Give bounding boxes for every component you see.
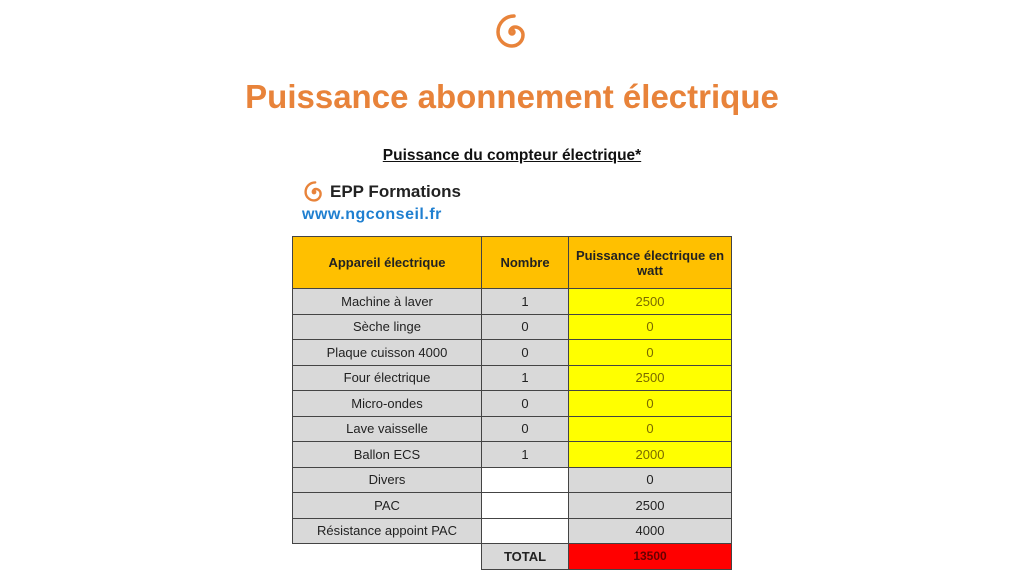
subtitle: Puissance du compteur électrique* [382,147,642,164]
brand-url: www.ngconseil.fr [302,206,442,223]
table-row: Divers 0 [292,466,732,493]
table-row: Four électrique 1 2500 [292,364,732,391]
table-header-row: Appareil électrique Nombre Puissance éle… [292,236,732,289]
cell-appareil: Machine à laver [292,288,482,315]
cell-appareil: Lave vaisselle [292,415,482,442]
cell-appareil: Ballon ECS [292,441,482,468]
total-row: TOTAL 13500 [292,543,732,570]
cell-appareil: Four électrique [292,364,482,391]
table-row: Ballon ECS 1 2000 [292,441,732,468]
cell-appareil: Micro-ondes [292,390,482,417]
header-nombre: Nombre [481,236,569,289]
cell-nombre: 0 [481,390,569,417]
cell-nombre: 1 [481,288,569,315]
total-value: 13500 [568,543,732,570]
cell-puissance: 0 [568,390,732,417]
cell-nombre: 0 [481,313,569,340]
cell-puissance: 2500 [568,288,732,315]
cell-nombre [481,466,569,493]
cell-puissance: 0 [568,415,732,442]
table-row: Résistance appoint PAC 4000 [292,517,732,544]
cell-appareil: Sèche linge [292,313,482,340]
cell-puissance: 2500 [568,364,732,391]
cell-nombre: 0 [481,339,569,366]
cell-puissance: 4000 [568,517,732,544]
header-puissance: Puissance électrique en watt [568,236,732,289]
epp-logo-icon [304,181,322,202]
table-row: Lave vaisselle 0 0 [292,415,732,442]
total-label: TOTAL [481,543,569,570]
cell-puissance: 0 [568,466,732,493]
cell-nombre [481,492,569,519]
brand-name: EPP Formations [330,182,461,201]
cell-puissance: 2000 [568,441,732,468]
cell-appareil: PAC [292,492,482,519]
table-row: Sèche linge 0 0 [292,313,732,340]
table-row: Plaque cuisson 4000 0 0 [292,339,732,366]
table-row: Micro-ondes 0 0 [292,390,732,417]
cell-puissance: 0 [568,339,732,366]
header-appareil: Appareil électrique [292,236,482,289]
cell-puissance: 2500 [568,492,732,519]
cell-nombre: 1 [481,364,569,391]
table-row: PAC 2500 [292,492,732,519]
cell-nombre: 0 [481,415,569,442]
power-table: Appareil électrique Nombre Puissance éle… [292,236,732,570]
table-row: Machine à laver 1 2500 [292,288,732,315]
cell-puissance: 0 [568,313,732,340]
cell-nombre [481,517,569,544]
cell-appareil: Divers [292,466,482,493]
cell-nombre: 1 [481,441,569,468]
spiral-logo-icon [496,14,525,48]
cell-appareil: Résistance appoint PAC [292,517,482,544]
cell-appareil: Plaque cuisson 4000 [292,339,482,366]
page-title: Puissance abonnement électrique [245,78,779,115]
empty-cell [292,543,482,569]
